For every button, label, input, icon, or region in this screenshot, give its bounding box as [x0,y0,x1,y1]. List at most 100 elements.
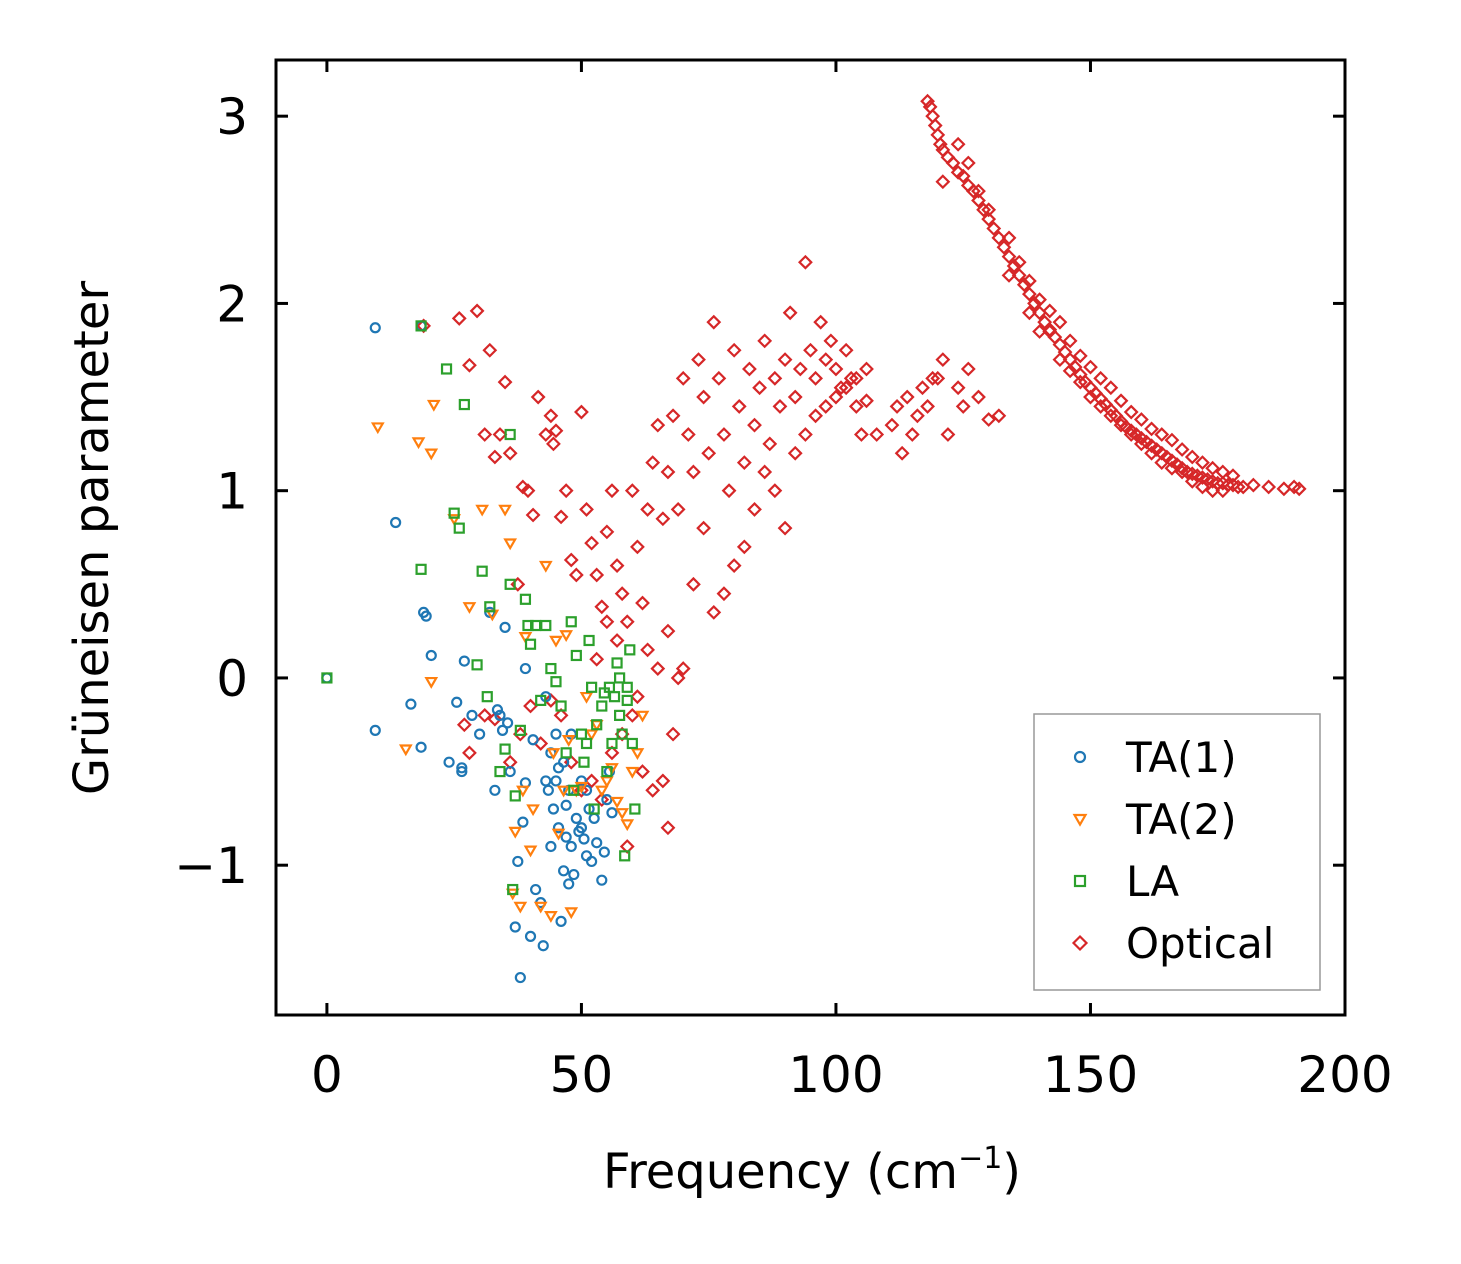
point-ta2 [370,422,385,435]
point-optical [823,333,839,349]
point-ta2 [426,399,441,412]
point-ta2 [620,819,635,832]
point-optical [599,524,615,540]
point-ta1 [530,883,542,896]
point-ta1 [527,734,539,746]
point-optical [930,370,946,386]
point-optical [487,711,503,727]
point-optical [675,370,691,386]
point-optical [965,183,981,199]
point-ta1 [601,794,613,806]
point-optical [462,745,477,761]
point-la [471,659,483,671]
point-optical [772,399,788,414]
point-optical [950,136,966,152]
y-tick-label-2: 2 [216,275,248,333]
point-optical [530,389,546,405]
point-optical [701,445,717,461]
point-ta1 [560,799,572,811]
point-optical [1225,468,1241,484]
point-optical [915,380,930,396]
point-optical [996,239,1012,255]
point-ta1 [545,840,557,853]
point-optical [777,520,793,536]
point-optical [859,393,874,409]
legend-label-la: LA [1126,857,1179,906]
legend-label-optical: Optical [1126,919,1274,968]
point-optical [680,427,696,442]
point-la [481,691,493,703]
point-ta1 [474,728,486,740]
point-optical [971,193,986,208]
point-optical [1123,404,1139,420]
point-la [570,649,582,662]
point-ta2 [503,538,518,551]
point-optical [909,408,925,424]
point-optical [920,93,935,109]
point-optical [686,464,701,480]
point-optical [589,651,605,667]
point-optical [1215,483,1231,499]
legend-box [1033,713,1321,991]
point-optical [546,436,561,452]
point-la [606,737,618,750]
point-ta2 [551,828,566,841]
point-la [616,728,628,740]
point-optical [899,389,915,405]
ticks-layer [276,60,1347,1015]
point-la [619,850,631,862]
point-ta1 [570,812,582,824]
point-optical [497,374,513,390]
point-optical [1133,412,1149,427]
point-la [621,694,633,707]
point-la [629,803,641,815]
point-optical [976,202,991,218]
point-optical [477,707,493,723]
point-ta2 [635,710,650,723]
point-optical [726,558,742,573]
legend-marker-optical [1071,934,1089,952]
point-ta1 [550,728,562,740]
point-optical [660,623,676,639]
point-la [530,619,542,632]
point-la [514,724,526,736]
legend-marker-ta2 [1072,813,1088,827]
point-optical [767,483,783,499]
point-ta1 [547,803,560,815]
point-optical [523,698,538,714]
point-ta2 [513,901,528,914]
point-ta1 [405,698,417,710]
point-optical [894,445,910,461]
point-optical [1027,296,1042,311]
point-optical [1184,473,1200,489]
point-ta1 [591,837,603,849]
point-la [568,784,580,796]
point-optical [935,174,951,190]
point-optical [1052,352,1068,368]
point-optical [1261,479,1277,495]
point-ta1 [537,940,549,952]
point-optical [469,303,485,319]
point-la [540,619,552,632]
point-optical [525,507,541,523]
point-ta1 [456,765,468,778]
point-optical [635,595,650,611]
point-optical [635,764,650,779]
point-optical [925,370,941,386]
point-ta2 [475,504,490,517]
point-optical [584,535,600,551]
point-optical [1083,389,1098,405]
point-ta1 [575,822,588,834]
point-la [565,616,577,628]
point-optical [665,408,681,424]
point-optical [1062,333,1078,349]
point-optical [599,614,615,630]
point-ta1 [512,855,524,868]
point-optical [833,380,849,396]
point-optical [1154,427,1170,442]
point-optical [1032,324,1047,339]
point-optical [579,502,594,517]
point-ta1 [509,921,521,933]
point-optical [1144,421,1159,437]
